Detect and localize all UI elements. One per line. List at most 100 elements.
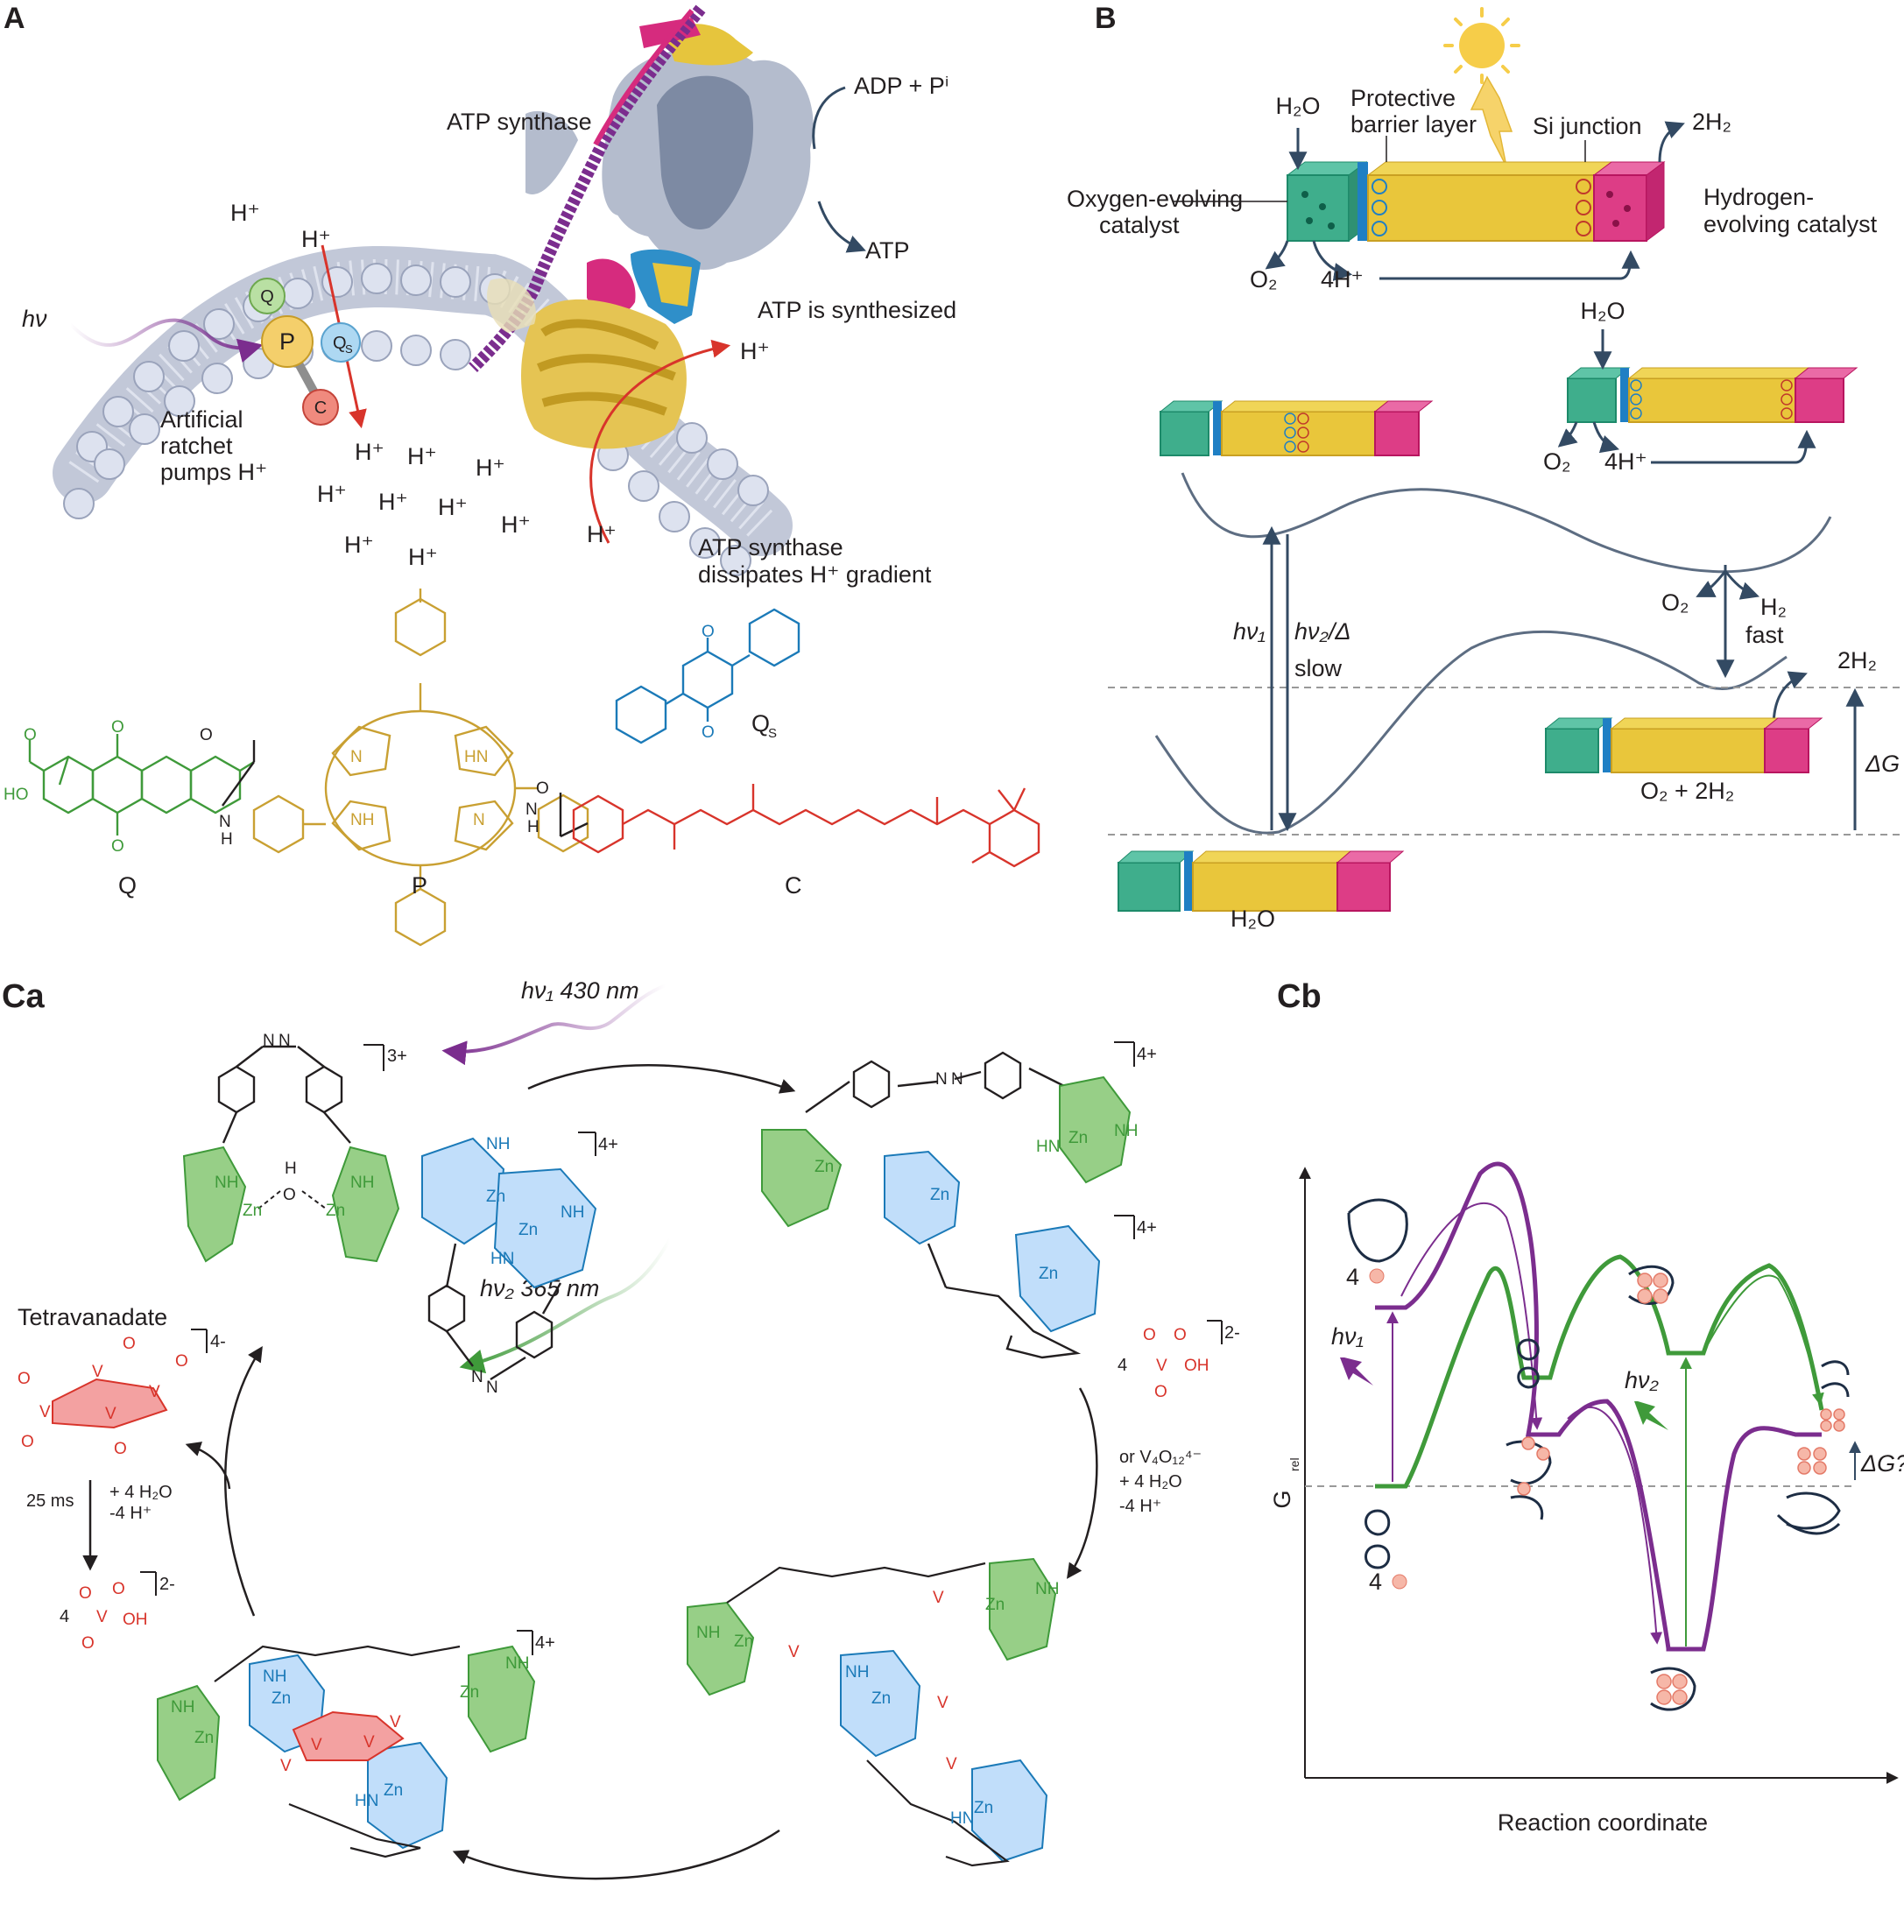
hplus-a9: H⁺ bbox=[501, 511, 531, 538]
bl-v4: V bbox=[280, 1757, 292, 1775]
lipid-head bbox=[440, 339, 471, 370]
qs-o2: O bbox=[702, 723, 715, 742]
hplus-a10: H⁺ bbox=[344, 532, 374, 558]
tr-n1: N bbox=[935, 1070, 948, 1089]
dissipates-label-1: ATP synthase bbox=[698, 534, 843, 561]
tr-n2: N bbox=[951, 1070, 963, 1089]
hplus-a6: H⁺ bbox=[317, 481, 347, 507]
cb-guest-icon-bottom bbox=[1392, 1574, 1407, 1590]
panel-a: A bbox=[4, 2, 1040, 947]
tv-mono-o3: O bbox=[81, 1634, 95, 1653]
hplus-a5: H⁺ bbox=[476, 455, 505, 481]
device-products bbox=[1544, 717, 1823, 773]
tr-charge-2: 4+ bbox=[1137, 1218, 1157, 1237]
br-nh3: NH bbox=[845, 1663, 869, 1682]
br-nh1: NH bbox=[696, 1624, 720, 1642]
q-node-label: Q bbox=[260, 287, 274, 307]
upper-energy-curve bbox=[1181, 472, 1832, 574]
triad-molecule: HO O O O O N H bbox=[4, 589, 1040, 947]
br-nh2: NH bbox=[1035, 1580, 1059, 1598]
tv-water: + 4 H₂O bbox=[109, 1483, 173, 1502]
hplus-right: H⁺ bbox=[740, 338, 770, 364]
cb-purple-path-arrow bbox=[1400, 1202, 1543, 1430]
cb-y-label: G bbox=[1269, 1490, 1295, 1508]
amide1-h: H bbox=[221, 830, 233, 849]
p-nh: NH bbox=[350, 811, 374, 829]
guest-glyphs bbox=[1517, 1273, 1845, 1705]
complex-bottom-right: Zn Zn Zn Zn V V V V NH NH NH HN bbox=[687, 1557, 1059, 1867]
br-zn4: Zn bbox=[974, 1799, 993, 1817]
tv-mono-oh: OH bbox=[123, 1611, 148, 1629]
lipid-head bbox=[203, 308, 235, 340]
products-label: O₂ + 2H₂ bbox=[1640, 778, 1734, 804]
b-o2-mid: O₂ bbox=[1543, 448, 1570, 475]
p-n2: N bbox=[473, 811, 485, 829]
bl-nh2: NH bbox=[505, 1654, 529, 1673]
cycle-arrow-right bbox=[1066, 1387, 1098, 1579]
atp-synthase-complex bbox=[469, 4, 814, 449]
qs-node bbox=[321, 322, 361, 363]
hplus-a11: H⁺ bbox=[408, 544, 438, 570]
oec-label-1: Oxygen-evolving bbox=[1067, 186, 1243, 212]
lipid-head bbox=[164, 385, 195, 417]
molecule-qs-label: Q bbox=[751, 710, 770, 737]
quinone-fragment bbox=[28, 734, 255, 836]
p-n1: N bbox=[350, 748, 363, 766]
hplus-a2: H⁺ bbox=[301, 226, 331, 252]
bl-v3: V bbox=[390, 1713, 401, 1731]
vr-o1: O bbox=[1143, 1326, 1156, 1344]
ratchet-label-3: pumps H⁺ bbox=[160, 459, 267, 485]
fast-label: fast bbox=[1745, 622, 1784, 648]
tl-nh1: NH bbox=[215, 1174, 238, 1192]
q-o3: O bbox=[111, 837, 124, 856]
tl-charge: 3+ bbox=[387, 1047, 407, 1066]
device-reactant bbox=[1117, 850, 1405, 912]
hv2-wave bbox=[459, 1238, 672, 1374]
bl-zn2: Zn bbox=[460, 1683, 479, 1702]
panel-cb: Cb G rel Reaction coordinate ΔG? hν₁ hν₂… bbox=[1269, 978, 1904, 1836]
panel-b-label: B bbox=[1095, 2, 1117, 35]
vr-o2: O bbox=[1174, 1326, 1187, 1344]
br-v4: V bbox=[946, 1755, 957, 1773]
lipid-head bbox=[361, 263, 392, 294]
lipid-head bbox=[201, 363, 233, 394]
bl-zn3: Zn bbox=[271, 1689, 291, 1708]
p-hn: HN bbox=[464, 748, 488, 766]
hv-label: hν bbox=[22, 306, 47, 332]
atp-synthesized-label: ATP is synthesized bbox=[758, 297, 956, 323]
q-o2: O bbox=[111, 718, 124, 737]
h2-out-arrow bbox=[1658, 121, 1685, 163]
tetravanadate-label: Tetravanadate bbox=[18, 1304, 167, 1330]
c-node-label: C bbox=[314, 398, 327, 418]
molecule-p-label: P bbox=[412, 872, 427, 899]
vr-cond-1: or V₄O₁₂⁴⁻ bbox=[1119, 1448, 1202, 1467]
complex-top-right: N N Zn Zn NH HN Zn Zn 4+ 4+ bbox=[761, 1041, 1157, 1359]
dissipates-label-2: dissipates H⁺ gradient bbox=[698, 561, 932, 588]
carotene-fragment bbox=[572, 784, 1040, 868]
proton-transfer-arrow-2 bbox=[1651, 429, 1816, 464]
tv-v1: V bbox=[92, 1363, 103, 1381]
device-right-state bbox=[1566, 367, 1858, 423]
tm-zn1: Zn bbox=[486, 1188, 505, 1206]
lipid-head bbox=[129, 413, 160, 445]
tm-nh: NH bbox=[486, 1135, 510, 1153]
tr-zn3: Zn bbox=[930, 1186, 949, 1204]
lipid-head bbox=[689, 527, 721, 559]
cb-green-path-arrow bbox=[1707, 1274, 1824, 1406]
ca-hv1-label: hν₁ 430 nm bbox=[521, 977, 639, 1004]
cb-y-label-sub: rel bbox=[1287, 1457, 1301, 1471]
lipid-head bbox=[440, 266, 471, 298]
porphyrin-fragment bbox=[252, 589, 589, 947]
atp-synthase-label: ATP synthase bbox=[447, 109, 592, 135]
tv-o2: O bbox=[123, 1335, 136, 1353]
tv-mono-v: V bbox=[96, 1608, 108, 1626]
cb-four-bottom: 4 bbox=[1369, 1569, 1382, 1595]
green-energy-profile bbox=[1375, 1254, 1824, 1489]
adp-arrow bbox=[812, 86, 846, 150]
hplus-a8: H⁺ bbox=[438, 494, 468, 520]
molecule-c-label: C bbox=[785, 872, 802, 899]
lipid-head bbox=[400, 335, 432, 366]
vanadate-right: V O O O OH 4 2- or V₄O₁₂⁴⁻ + 4 H₂O -4 H⁺ bbox=[1118, 1320, 1240, 1516]
cb-purple-path-arrow-2 bbox=[1567, 1407, 1663, 1645]
o2-out-arrow bbox=[1265, 240, 1289, 270]
